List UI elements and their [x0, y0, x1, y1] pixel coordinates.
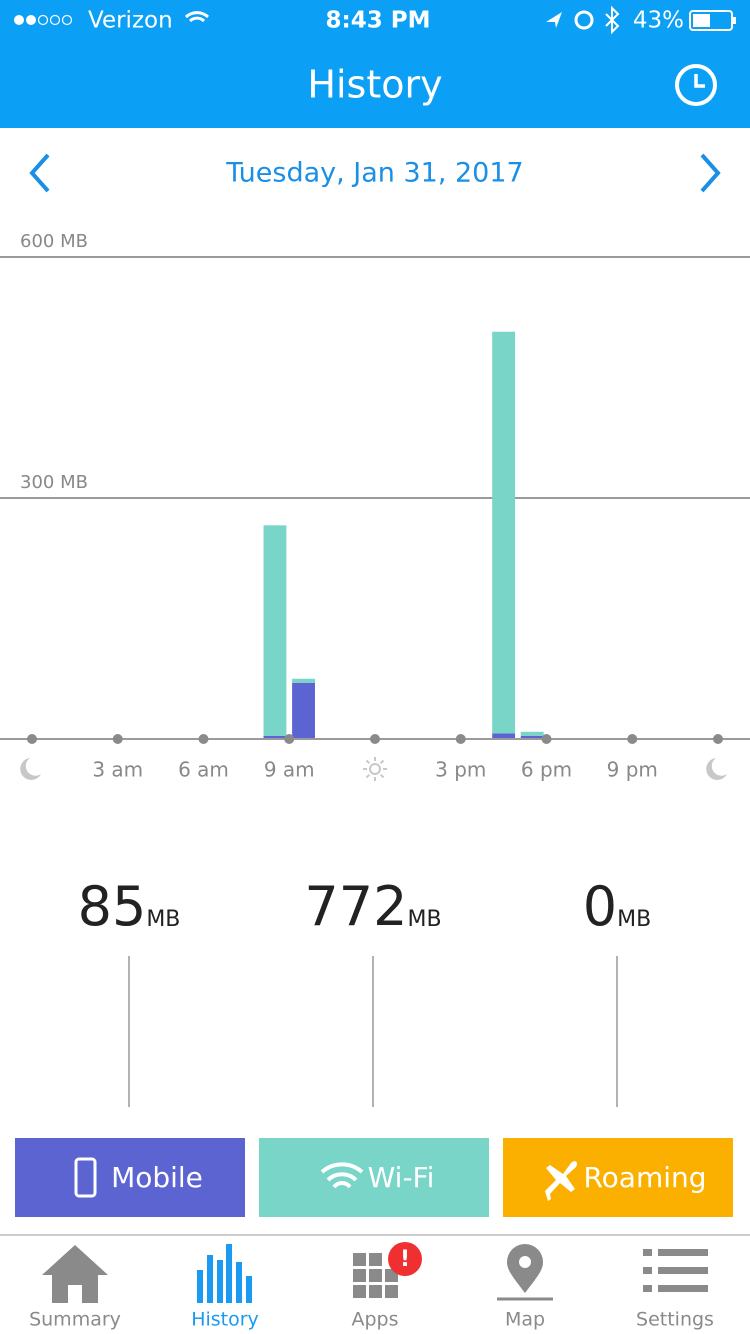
- battery-icon: [689, 10, 733, 31]
- bar-segment: [492, 733, 516, 739]
- tab-map[interactable]: Map: [497, 1244, 553, 1331]
- page-title: History: [307, 63, 442, 107]
- bar-segment: [263, 525, 287, 736]
- phone-icon: [74, 1157, 97, 1198]
- x-tick-dot: [27, 734, 37, 744]
- legend-label: Mobile: [111, 1161, 203, 1194]
- x-tick-dot: [627, 734, 638, 744]
- tab-apps[interactable]: ! Apps: [351, 1242, 422, 1331]
- header-bar: [0, 0, 750, 128]
- filter-button[interactable]: Wi-Fi: [259, 1138, 489, 1217]
- total-value: 0MB: [583, 875, 651, 938]
- totals: 85MB 772MB 0MB: [78, 875, 651, 1107]
- battery-percent: 43%: [633, 8, 684, 34]
- filter-buttons: Mobile Wi-Fi Roaming: [15, 1138, 733, 1217]
- button-bg: [15, 1138, 245, 1217]
- bar-segment: [520, 735, 544, 739]
- tab-label: Apps: [351, 1309, 398, 1331]
- total-unit: MB: [408, 907, 442, 932]
- history-clock-button[interactable]: [675, 64, 717, 106]
- bar-segment: [520, 731, 544, 736]
- x-tick-label: 9 pm: [607, 758, 658, 782]
- prev-day-button[interactable]: [29, 153, 50, 193]
- filter-button[interactable]: Mobile: [15, 1138, 245, 1217]
- y-tick-label: 300 MB: [20, 472, 88, 493]
- wifi-status: [184, 11, 210, 23]
- next-day-button[interactable]: [700, 153, 721, 193]
- signal-dots: [14, 14, 73, 26]
- plane-icon: [545, 1161, 578, 1201]
- bar-segment: [292, 678, 315, 683]
- sun-ray: [365, 773, 371, 779]
- total-value: 772MB: [304, 875, 441, 938]
- x-tick-label: 6 am: [178, 758, 229, 782]
- filter-button[interactable]: Roaming: [503, 1138, 733, 1217]
- sun-icon: [369, 763, 381, 775]
- bar-segment: [292, 682, 315, 739]
- x-tick-dot: [455, 734, 466, 744]
- total-number: 772: [304, 875, 407, 938]
- x-tick-label: 3 am: [92, 758, 143, 782]
- clock-time: 8:43 PM: [326, 8, 431, 34]
- tab-label: Settings: [636, 1309, 714, 1331]
- x-tick-label: 9 am: [264, 758, 315, 782]
- tab-label: History: [191, 1309, 259, 1331]
- button-bg: [259, 1138, 489, 1217]
- button-bg: [503, 1138, 733, 1217]
- total-number: 85: [78, 875, 147, 938]
- x-tick-dot: [713, 734, 723, 744]
- battery-level: [693, 14, 710, 27]
- battery-tip: [733, 17, 736, 24]
- sun-ray: [365, 759, 371, 765]
- bar-segment: [492, 331, 516, 734]
- usage-chart: 300 MB 600 MB 3 am 6 am 9 am 3 pm 6 pm 9 pm: [0, 231, 750, 782]
- tab-settings[interactable]: Settings: [636, 1249, 714, 1331]
- sun-ray: [379, 759, 385, 765]
- date-label: Tuesday, Jan 31, 2017: [225, 158, 523, 189]
- tab-label: Summary: [29, 1309, 121, 1331]
- sun-ray: [379, 773, 385, 779]
- wifi-icon: [320, 1162, 364, 1189]
- badge-text: !: [400, 1247, 410, 1272]
- tab-history[interactable]: History: [191, 1244, 259, 1331]
- x-tick-dot: [370, 734, 380, 744]
- tab-summary[interactable]: Summary: [29, 1245, 121, 1331]
- tab-label: Map: [505, 1309, 545, 1331]
- y-tick-label: 600 MB: [20, 231, 88, 252]
- x-tick-dot: [284, 734, 295, 744]
- x-tick-label: 6 pm: [521, 758, 572, 782]
- moon-icon: [20, 758, 41, 780]
- x-tick-dot: [112, 734, 123, 744]
- x-tick-label: 3 pm: [435, 758, 486, 782]
- location-icon: [546, 12, 562, 28]
- x-tick-dot: [198, 734, 209, 744]
- total-unit: MB: [146, 907, 180, 932]
- x-tick-dot: [541, 734, 552, 744]
- total-unit: MB: [617, 907, 651, 932]
- legend-label: Wi-Fi: [368, 1161, 435, 1194]
- badge: [388, 1242, 422, 1276]
- total-value: 85MB: [78, 875, 181, 938]
- total-number: 0: [583, 875, 617, 938]
- moon-icon: [706, 758, 727, 780]
- legend-label: Roaming: [583, 1161, 706, 1194]
- alarm-icon: [574, 10, 594, 30]
- carrier: Verizon: [88, 8, 173, 34]
- bar-segment: [263, 735, 287, 739]
- bluetooth-icon: [605, 5, 620, 35]
